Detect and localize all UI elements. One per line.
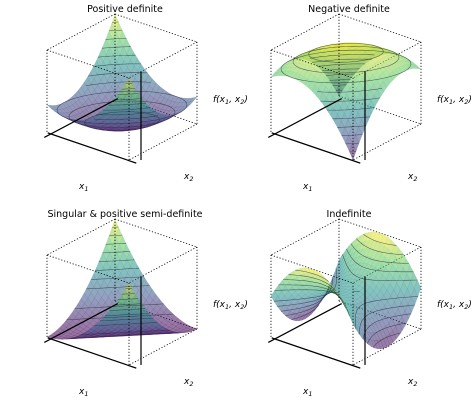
contour-line — [336, 90, 356, 153]
x2-axis-line — [47, 132, 137, 164]
contour-line — [108, 29, 136, 90]
subplot-title: Positive definite — [87, 4, 163, 15]
contour-line — [295, 233, 397, 282]
x2-axis-label: x2 — [407, 172, 417, 183]
surface-patch — [121, 288, 129, 300]
contour-line — [105, 243, 139, 300]
box-edge — [270, 49, 354, 79]
contour-line — [329, 79, 363, 136]
axes-box-front — [43, 218, 142, 369]
box-edge — [46, 218, 116, 256]
z-axis-label: f(x1, x2) — [437, 300, 472, 311]
box-edge — [270, 254, 354, 284]
surface-patch — [61, 338, 69, 340]
subplot-indefinite: Indefinite x1 x2 f(x1, x2) — [267, 209, 472, 398]
surface-patch — [83, 330, 92, 335]
contour-line — [105, 38, 139, 95]
contour-line — [332, 84, 360, 145]
x2-axis-line — [271, 337, 361, 369]
contour-line — [90, 276, 154, 322]
subplot-title: Indefinite — [327, 209, 372, 220]
x2-axis-label: x2 — [407, 377, 417, 388]
contour-line — [97, 54, 147, 106]
box-edge — [338, 300, 422, 330]
contour-lines — [273, 233, 418, 348]
box-edge — [270, 218, 340, 256]
box-edge — [114, 95, 198, 125]
contour-line — [74, 303, 170, 336]
contour-line — [277, 276, 415, 335]
contour-line — [310, 54, 382, 93]
x1-axis-label: x1 — [302, 387, 312, 398]
contour-line — [86, 81, 158, 120]
contour-line — [98, 259, 146, 311]
box-edge — [46, 254, 130, 284]
x1-axis-line — [43, 303, 119, 343]
box-edge — [338, 95, 422, 125]
subplot-positive-definite: Positive definite x1 x2 f(x1, x2) — [43, 4, 248, 193]
x1-axis-label: x1 — [302, 182, 312, 193]
box-edge — [338, 218, 422, 248]
subplot-negative-definite: Negative definite x1 x2 f(x1, x2) — [267, 4, 472, 193]
contour-line — [86, 285, 158, 327]
x1-axis-line — [43, 98, 119, 138]
contour-line — [288, 238, 404, 291]
box-edge — [114, 218, 198, 248]
contour-line — [321, 68, 371, 120]
box-edge — [338, 13, 422, 43]
contour-line — [325, 73, 367, 128]
subplot-singular-semidefinite: Singular & positive semi-definite x1 x2 … — [43, 209, 248, 398]
x1-axis-line — [267, 303, 343, 343]
contour-line — [283, 243, 409, 300]
x1-axis-label: x1 — [78, 387, 88, 398]
x1-axis-line — [267, 98, 343, 138]
axes-box-front — [267, 13, 366, 164]
x2-axis-label: x2 — [183, 172, 193, 183]
box-edge — [46, 13, 116, 51]
box-edge — [114, 13, 198, 43]
x2-axis-label: x2 — [183, 377, 193, 388]
contour-lines — [56, 21, 188, 131]
z-axis-label: f(x1, x2) — [213, 300, 248, 311]
surface-patch — [65, 338, 73, 340]
box-edge — [128, 328, 198, 366]
contour-line — [109, 234, 135, 295]
contour-lines — [66, 226, 178, 339]
contour-line — [291, 304, 401, 348]
box-edge — [128, 123, 198, 161]
box-edge — [46, 49, 130, 79]
x2-axis-line — [271, 132, 361, 164]
surface-patch — [270, 71, 279, 78]
z-axis-label: f(x1, x2) — [213, 95, 248, 106]
surface-indefinite — [270, 231, 422, 350]
axes-box-front — [267, 218, 366, 369]
contour-line — [311, 58, 381, 102]
contour-line — [112, 21, 132, 84]
surface-patch — [50, 108, 58, 113]
surface-patch — [46, 335, 55, 339]
axes-box-front — [43, 13, 142, 164]
box-edge — [352, 328, 422, 366]
contour-line — [112, 226, 132, 289]
surface-patch — [323, 275, 331, 286]
x1-axis-label: x1 — [78, 182, 88, 193]
x2-axis-line — [47, 337, 137, 369]
surface-patch — [46, 104, 55, 110]
z-axis-label: f(x1, x2) — [437, 95, 472, 106]
contour-line — [274, 254, 418, 316]
subplot-title: Singular & positive semi-definite — [47, 209, 202, 220]
box-edge — [352, 123, 422, 161]
contour-line — [308, 43, 384, 63]
contour-line — [56, 90, 188, 125]
contour-line — [66, 313, 178, 339]
surface-singular-semidefinite — [46, 218, 198, 340]
subplot-title: Negative definite — [308, 4, 390, 15]
contour-line — [278, 248, 414, 308]
box-edge — [270, 13, 340, 51]
